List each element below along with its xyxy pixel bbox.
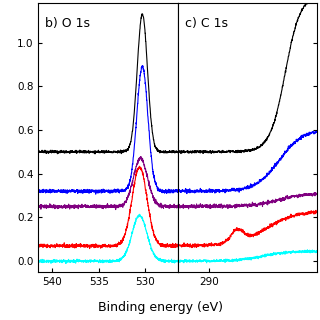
Text: b) O 1s: b) O 1s	[45, 17, 90, 30]
Text: c) C 1s: c) C 1s	[185, 17, 228, 30]
Text: Binding energy (eV): Binding energy (eV)	[98, 300, 222, 314]
